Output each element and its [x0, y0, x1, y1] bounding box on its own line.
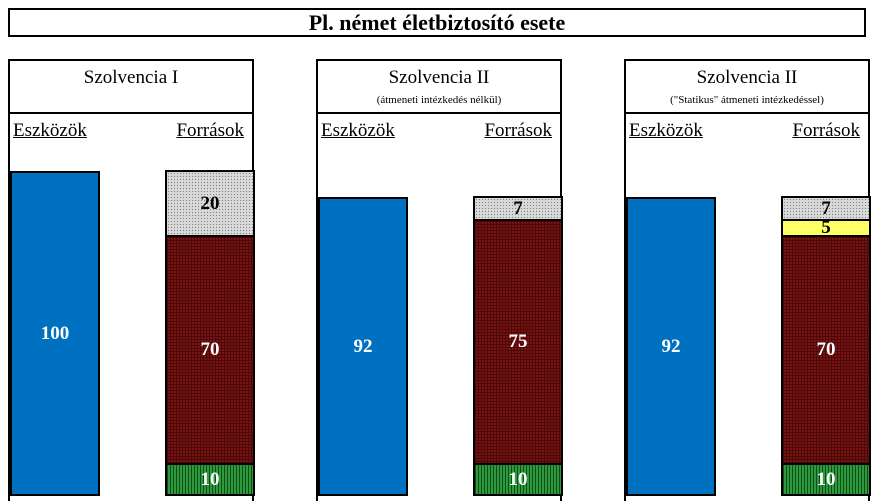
- balance-panel: Szolvencia II (átmeneti intézkedés nélkül…: [316, 59, 563, 501]
- assets-column-label: Eszközök: [321, 120, 395, 141]
- assets-column-label: Eszközök: [13, 120, 87, 141]
- liability-value-label: 10: [200, 468, 220, 490]
- liability-segment-green: 10: [473, 463, 563, 496]
- liability-value-label: 7: [513, 197, 523, 219]
- liabilities-column-label: Források: [176, 120, 244, 141]
- liability-value-label: 75: [508, 331, 528, 352]
- assets-value-label: 92: [661, 335, 681, 357]
- liability-segment-red: 70: [781, 235, 871, 465]
- balance-panel: Szolvencia II ("Statikus" átmeneti intézk…: [624, 59, 871, 501]
- liability-segment-yellow: 5: [781, 217, 871, 238]
- page-title: Pl. német életbiztosító esete: [8, 8, 866, 37]
- assets-column-label: Eszközök: [629, 120, 703, 141]
- liability-segment-red: 75: [473, 219, 563, 465]
- liability-value-label: 70: [200, 339, 220, 360]
- liability-value-label: 7: [821, 197, 831, 219]
- liabilities-column-label: Források: [792, 120, 860, 141]
- liability-segment-gray: 7: [781, 196, 871, 221]
- assets-bar: 100: [10, 171, 100, 496]
- panel-title: Szolvencia II: [696, 67, 798, 88]
- assets-value-label: 100: [40, 322, 70, 344]
- panel-title: Szolvencia I: [83, 67, 179, 88]
- liability-value-label: 5: [821, 217, 831, 238]
- liability-value-label: 10: [508, 468, 528, 490]
- liability-segment-green: 10: [781, 463, 871, 496]
- liability-segment-gray: 20: [165, 170, 255, 237]
- panel-subtitle: (átmeneti intézkedés nélkül): [376, 94, 502, 106]
- panel-header: Szolvencia I: [10, 61, 252, 114]
- liability-segment-red: 70: [165, 235, 255, 465]
- liability-segment-green: 10: [165, 463, 255, 496]
- liability-value-label: 20: [200, 192, 220, 214]
- panel-header: Szolvencia II ("Statikus" átmeneti intézk…: [626, 61, 868, 114]
- liability-segment-gray: 7: [473, 196, 563, 221]
- assets-bar: 92: [626, 197, 716, 496]
- panel-header: Szolvencia II (átmeneti intézkedés nélkül…: [318, 61, 560, 114]
- assets-bar: 92: [318, 197, 408, 496]
- assets-value-label: 92: [353, 335, 373, 357]
- panel-title: Szolvencia II: [388, 67, 490, 88]
- liability-value-label: 10: [816, 468, 836, 490]
- balance-panel: Szolvencia I Eszközök Források 100 10 70 20: [8, 59, 255, 501]
- liabilities-column-label: Források: [484, 120, 552, 141]
- panel-subtitle: ("Statikus" átmeneti intézkedéssel): [670, 94, 824, 106]
- liability-value-label: 70: [816, 339, 836, 360]
